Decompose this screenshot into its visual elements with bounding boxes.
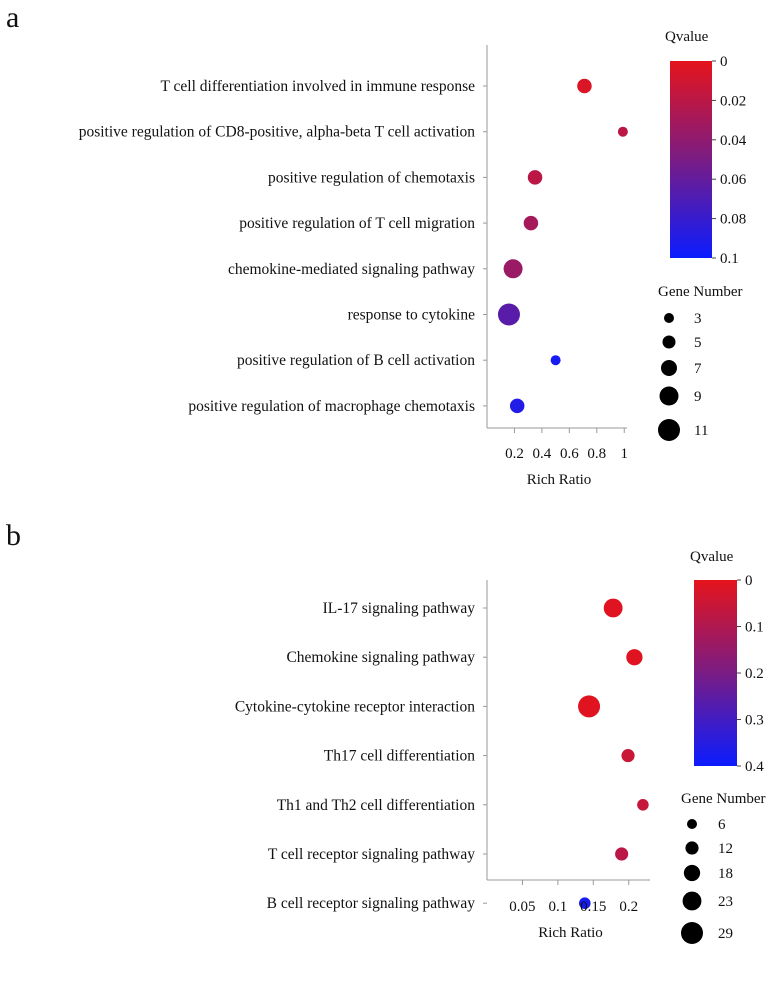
data-point [577,78,592,94]
size-legend-dot [658,419,680,441]
category-label: Chemokine signaling pathway [286,649,475,666]
x-tick-label: 0.15 [580,899,606,915]
size-legend-label: 9 [694,389,702,405]
x-tick-label: 0.6 [560,446,579,462]
data-point [523,215,539,231]
data-point [497,303,520,326]
x-tick-label: 0.8 [587,446,606,462]
category-label: positive regulation of CD8-positive, alp… [79,124,476,141]
x-tick-label: 0.1 [548,899,567,915]
x-axis-title: Rich Ratio [538,925,603,941]
color-bar-label: 0 [720,54,728,70]
chart-a: T cell differentiation involved in immun… [79,29,747,488]
data-point [550,355,561,366]
size-legend-dot [682,891,702,911]
data-point [626,649,643,666]
category-label: Cytokine-cytokine receptor interaction [235,698,475,715]
chart-b: IL-17 signaling pathway Chemokine signali… [235,549,766,944]
size-legend-dot [681,922,703,944]
size-legend-dot [685,841,699,855]
category-label: positive regulation of chemotaxis [268,169,475,186]
color-bar [670,61,712,258]
size-legend-label: 11 [694,423,708,439]
category-label: response to cytokine [348,307,476,324]
data-point [503,259,523,279]
color-bar-label: 0.1 [745,620,764,636]
x-tick-label: 1 [621,446,629,462]
color-bar-label: 0.04 [720,133,747,149]
x-tick-label: 0.05 [509,899,535,915]
category-label: B cell receptor signaling pathway [267,895,476,912]
x-axis-title: Rich Ratio [527,472,592,488]
data-point [621,749,635,763]
category-label: T cell differentiation involved in immun… [160,78,475,95]
data-point [637,799,649,811]
data-point [578,695,601,718]
category-label: Th1 and Th2 cell differentiation [277,797,476,814]
color-bar-label: 0.06 [720,172,747,188]
data-point [617,126,628,137]
size-legend-dot [659,386,679,406]
color-bar-label: 0.02 [720,93,746,109]
size-legend-dot [687,819,697,829]
category-label: T cell receptor signaling pathway [268,846,475,863]
color-bar-label: 0 [745,573,753,589]
size-legend-label: 29 [718,926,733,942]
color-legend-title: Qvalue [665,29,709,45]
x-tick-label: 0.2 [619,899,638,915]
category-label: positive regulation of B cell activation [237,352,475,369]
category-label: positive regulation of macrophage chemot… [188,398,475,415]
color-bar-label: 0.4 [745,759,764,775]
data-point [527,170,543,185]
panel-label-a: a [6,1,19,34]
size-legend-dot [664,313,674,323]
data-point [615,847,629,861]
color-bar-label: 0.2 [745,666,764,682]
size-legend-label: 12 [718,841,733,857]
color-bar-label: 0.3 [745,713,764,729]
category-label: IL-17 signaling pathway [323,600,476,617]
size-legend-dot [661,360,677,376]
size-legend-label: 18 [718,866,733,882]
color-bar [694,580,737,766]
panel-label-b: b [6,519,21,552]
category-label: positive regulation of T cell migration [239,215,475,232]
size-legend-dot [683,864,701,882]
x-tick-label: 0.4 [533,446,552,462]
data-point [603,598,623,618]
data-point [579,897,591,909]
data-point [509,398,525,414]
size-legend-label: 23 [718,894,733,910]
size-legend-label: 5 [694,335,702,351]
x-tick-label: 0.2 [505,446,524,462]
size-legend-title: Gene Number [681,791,766,807]
category-label: Th17 cell differentiation [324,748,475,765]
color-legend-title: Qvalue [690,549,734,565]
size-legend-dot [662,335,676,349]
size-legend-label: 3 [694,311,702,327]
color-bar-label: 0.1 [720,251,739,267]
color-bar-label: 0.08 [720,212,746,228]
size-legend-label: 6 [718,817,726,833]
size-legend-title: Gene Number [658,284,743,300]
category-label: chemokine-mediated signaling pathway [228,261,475,278]
size-legend-label: 7 [694,361,702,377]
